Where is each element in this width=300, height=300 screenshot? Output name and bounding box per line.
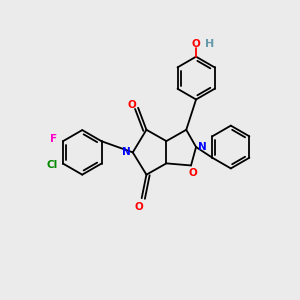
Text: N: N [122,147,130,158]
Text: H: H [205,40,214,50]
Text: F: F [50,134,58,144]
Text: O: O [188,168,197,178]
Text: N: N [198,142,207,152]
Text: O: O [127,100,136,110]
Text: O: O [192,40,200,50]
Text: O: O [134,202,143,212]
Text: Cl: Cl [46,160,57,170]
